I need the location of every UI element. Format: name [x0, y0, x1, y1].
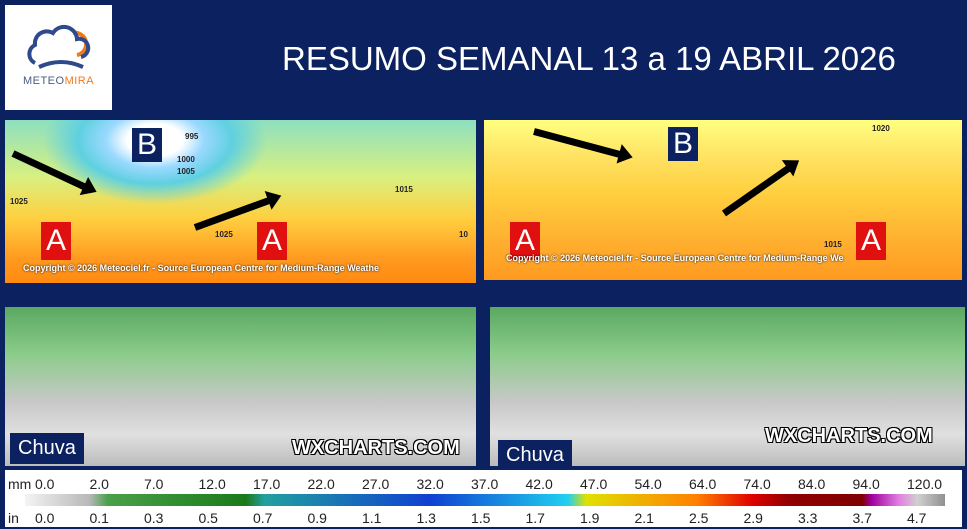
scale-value: 1.3 [416, 510, 436, 526]
high-pressure-label: A [41, 222, 71, 260]
inch-scale: in 0.0 0.1 0.3 0.5 0.7 0.9 1.1 1.3 1.5 1.7 1.9 2.1 2.… [5, 510, 962, 526]
scale-value: 0.0 [35, 476, 55, 492]
precipitation-legend: mm 0.0 2.0 7.0 12.0 17.0 22.0 27.0 32.0 37.0 42.0 4… [5, 470, 962, 527]
isobar-label: 995 [185, 132, 199, 141]
scale-value: 7.0 [144, 476, 164, 492]
pressure-map-left: B A A 995 1000 1005 1025 1025 1015 10 Co… [5, 120, 476, 283]
wind-arrow [721, 164, 792, 217]
scale-value: 64.0 [689, 476, 717, 492]
copyright-text: Copyright © 2026 Meteociel.fr - Source E… [506, 253, 844, 263]
scale-value: 12.0 [198, 476, 226, 492]
low-pressure-label: B [132, 128, 162, 162]
scale-value: 54.0 [634, 476, 662, 492]
isobar-label: 1015 [824, 240, 842, 249]
scale-value: 1.5 [471, 510, 491, 526]
mm-scale: mm 0.0 2.0 7.0 12.0 17.0 22.0 27.0 32.0 37.0 42.0 4… [5, 476, 962, 492]
wind-arrow [533, 128, 622, 159]
scale-value: 0.9 [307, 510, 327, 526]
scale-value: 1.7 [525, 510, 545, 526]
isobar-label: 1025 [10, 197, 28, 206]
scale-value: 2.0 [89, 476, 109, 492]
isobar-label: 1005 [177, 167, 195, 176]
low-pressure-label: B [668, 127, 698, 161]
isobar-label: 1025 [215, 230, 233, 239]
logo-text: METEOMIRA [22, 75, 95, 87]
scale-value: 0.0 [35, 510, 55, 526]
scale-value: 120.0 [907, 476, 943, 492]
scale-value: 22.0 [307, 476, 335, 492]
high-pressure-label: A [856, 222, 886, 260]
wxcharts-watermark: WXCHARTS.COM [292, 437, 460, 459]
rain-label: Chuva [498, 440, 572, 466]
scale-value: 42.0 [525, 476, 553, 492]
page-title: RESUMO SEMANAL 13 a 19 ABRIL 2026 [282, 40, 896, 77]
scale-value: 0.3 [144, 510, 164, 526]
rain-label: Chuva [10, 433, 84, 464]
scale-value: 1.9 [580, 510, 600, 526]
copyright-text: Copyright © 2026 Meteociel.fr - Source E… [23, 263, 380, 273]
scale-value: 32.0 [416, 476, 444, 492]
color-scale-bar [25, 494, 945, 506]
scale-value: 0.1 [89, 510, 109, 526]
scale-value: 2.1 [634, 510, 654, 526]
isobar-label: 1020 [872, 124, 890, 133]
scale-value: 47.0 [580, 476, 608, 492]
wxcharts-watermark: WXCHARTS.COM [765, 425, 933, 447]
cloud-sun-icon [27, 24, 91, 69]
scale-value: 3.7 [852, 510, 872, 526]
scale-value: 94.0 [852, 476, 880, 492]
unit-label: in [8, 510, 19, 526]
meteomira-logo: METEOMIRA [5, 5, 112, 110]
pressure-map-right: B A A 1020 1015 Copyright © 2026 Meteoci… [484, 120, 962, 280]
scale-value: 17.0 [253, 476, 281, 492]
scale-value: 0.5 [198, 510, 218, 526]
high-pressure-label: A [257, 222, 287, 260]
scale-value: 1.1 [362, 510, 382, 526]
rain-map-right: Chuva WXCHARTS.COM [490, 307, 965, 466]
scale-value: 74.0 [743, 476, 771, 492]
scale-value: 2.9 [743, 510, 763, 526]
isobar-label: 1015 [395, 185, 413, 194]
rain-map-left: Chuva WXCHARTS.COM [5, 307, 476, 466]
scale-value: 27.0 [362, 476, 390, 492]
scale-value: 84.0 [798, 476, 826, 492]
high-pressure-label: A [510, 222, 540, 260]
isobar-label: 1000 [177, 155, 195, 164]
unit-label: mm [8, 476, 32, 492]
scale-value: 0.7 [253, 510, 273, 526]
wind-arrow [11, 150, 87, 191]
scale-value: 2.5 [689, 510, 709, 526]
scale-value: 3.3 [798, 510, 818, 526]
isobar-label: 10 [459, 230, 468, 239]
scale-value: 4.7 [907, 510, 927, 526]
scale-value: 37.0 [471, 476, 499, 492]
